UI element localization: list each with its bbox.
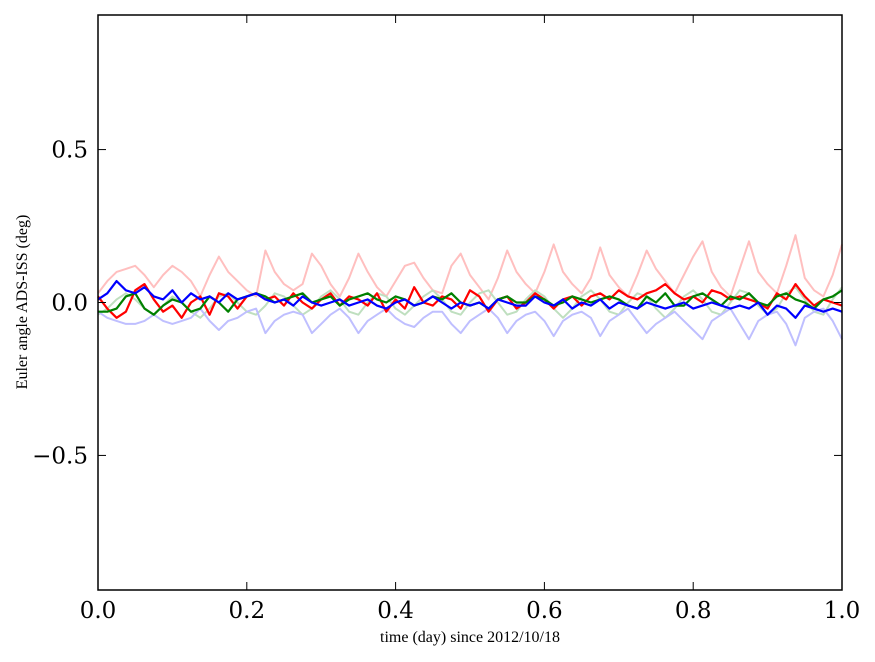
y-tick-label: 0.0 [51, 291, 88, 317]
x-axis-label: time (day) since 2012/10/18 [380, 629, 560, 646]
series-line-2 [97, 307, 843, 347]
series-line-0 [97, 234, 843, 301]
series-layer [97, 234, 843, 347]
x-tick-label: 0.0 [80, 598, 117, 624]
y-tick-label: 0.5 [51, 138, 88, 164]
series-line-5 [97, 280, 843, 319]
y-axis-label: Euler angle ADS-ISS (deg) [14, 215, 31, 390]
x-tick-label: 1.0 [824, 598, 861, 624]
x-tick-label: 0.6 [526, 598, 563, 624]
x-tick-label: 0.4 [377, 598, 414, 624]
ticks-layer: 0.0 0.2 0.4 0.6 0.8 1.0 0.5 0.0 −0.5 [32, 15, 860, 624]
y-tick-label: −0.5 [32, 443, 88, 469]
x-tick-label: 0.2 [229, 598, 266, 624]
series-line-3 [97, 283, 843, 319]
x-tick-label: 0.8 [675, 598, 712, 624]
